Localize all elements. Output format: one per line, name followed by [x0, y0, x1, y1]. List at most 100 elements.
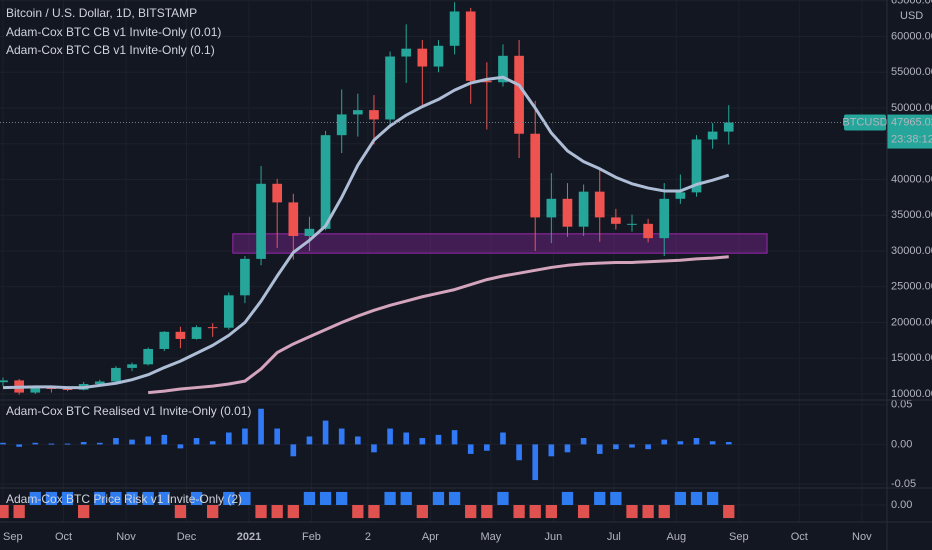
histogram-bar	[352, 505, 364, 519]
indicator-pane	[0, 408, 732, 481]
histogram-bar	[142, 491, 154, 505]
candle-body	[643, 223, 653, 239]
histogram-bar	[336, 491, 348, 505]
x-tick-label: Jul	[607, 531, 621, 543]
candle-body	[433, 45, 444, 67]
candle-body	[417, 48, 428, 67]
candle-body	[336, 114, 347, 136]
histogram-bar	[432, 491, 445, 505]
y-tick-label: 60000.00	[891, 30, 932, 42]
histogram-bar	[594, 491, 606, 505]
moving-average-line	[2, 75, 730, 390]
histogram-bar	[29, 491, 41, 505]
histogram-bar	[242, 428, 248, 445]
histogram-bar	[126, 491, 138, 505]
histogram-bar	[161, 434, 168, 445]
candle-body	[240, 258, 250, 296]
x-tick-label: Sep	[3, 531, 23, 543]
histogram-bar	[322, 420, 329, 445]
histogram-bar	[481, 505, 493, 519]
histogram-bar	[223, 491, 235, 505]
histogram-bar	[290, 444, 297, 457]
candle-body	[352, 110, 363, 115]
histogram-bar	[403, 432, 410, 445]
histogram-bar	[61, 491, 74, 505]
candle-body	[449, 11, 460, 46]
histogram-bar	[355, 436, 361, 445]
histogram-bar	[387, 428, 393, 445]
histogram-bar	[129, 439, 135, 445]
candle-body	[143, 348, 154, 365]
histogram-bar	[209, 441, 216, 445]
histogram-bar	[626, 505, 638, 519]
histogram-bar	[177, 444, 184, 449]
x-tick-label: Apr	[422, 531, 439, 543]
histogram-bar	[674, 491, 687, 505]
candle-body	[707, 131, 718, 140]
x-tick-label: Sep	[729, 531, 749, 543]
histogram-bar	[419, 438, 426, 445]
histogram-bar	[174, 505, 187, 519]
histogram-bar	[371, 444, 377, 453]
histogram-bar	[64, 443, 71, 445]
histogram-bar	[706, 491, 719, 505]
x-tick-label: Dec	[177, 531, 197, 543]
x-tick-label: Oct	[55, 531, 72, 543]
candle-body	[223, 295, 234, 328]
histogram-bar	[110, 491, 122, 505]
y-tick-label: 10000.00	[891, 388, 932, 400]
x-tick-label: 2	[365, 531, 371, 543]
y-tick-label: -0.05	[891, 478, 916, 490]
candle-body	[0, 380, 8, 383]
histogram-bar	[45, 491, 58, 505]
indicator-title: Adam-Cox BTC Price Risk v1 Invite-Only (…	[6, 492, 242, 506]
histogram-bar	[451, 430, 458, 445]
candle-body	[530, 133, 541, 218]
y-tick-label: 0.05	[891, 399, 912, 411]
histogram-bar	[693, 438, 700, 445]
support-zone	[232, 233, 768, 254]
candle-body	[256, 183, 266, 259]
moving-average-line	[148, 255, 729, 395]
candle-body	[127, 364, 137, 368]
currency-label: USD	[900, 10, 923, 22]
histogram-bar	[529, 505, 541, 519]
y-tick-label: 20000.00	[891, 316, 932, 328]
histogram-bar	[661, 439, 668, 445]
candle-body	[578, 191, 589, 227]
x-tick-label: Jun	[544, 531, 562, 543]
price-tag	[887, 114, 932, 149]
last-price-label: 47965.02	[891, 116, 932, 128]
y-tick-label: 15000.00	[891, 352, 932, 364]
histogram-bar	[465, 505, 477, 519]
histogram-bar	[448, 491, 461, 505]
histogram-bar	[271, 505, 283, 519]
histogram-bar	[577, 505, 590, 519]
candle-body	[304, 228, 315, 236]
y-tick-label: 30000.00	[891, 245, 932, 257]
histogram-bar	[287, 505, 299, 519]
legend-entry: Adam-Cox BTC CB v1 Invite-Only (0.01)	[6, 25, 221, 39]
histogram-bar	[545, 505, 557, 519]
histogram-bar	[225, 432, 232, 445]
candle-body	[288, 202, 299, 236]
histogram-bar	[629, 444, 635, 448]
histogram-bar	[645, 444, 651, 450]
histogram-bar	[193, 438, 200, 445]
candle-body	[94, 381, 105, 384]
x-tick-label: 2021	[237, 531, 261, 543]
histogram-bar	[400, 491, 412, 505]
candle-body	[191, 327, 202, 339]
y-tick-label: 35000.00	[891, 209, 932, 221]
histogram-bar	[32, 442, 39, 445]
candle-body	[627, 223, 637, 225]
histogram-bar	[435, 434, 442, 445]
histogram-bar	[96, 442, 103, 445]
histogram-bar	[725, 442, 732, 445]
indicator-title: Adam-Cox BTC Realised v1 Invite-Only (0.…	[6, 404, 251, 418]
histogram-bar	[516, 444, 522, 461]
y-tick-label: 40000.00	[891, 173, 932, 185]
candle-body	[369, 110, 379, 120]
histogram-bar	[723, 505, 735, 519]
